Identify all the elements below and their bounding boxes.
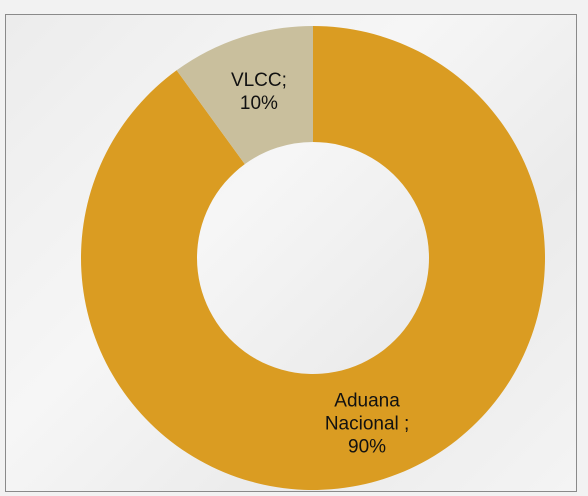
data-label: VLCC; 10% [229, 69, 289, 115]
data-label: Aduana Nacional ; 90% [321, 390, 413, 459]
page: (() => { const data = JSON.parse(documen… [0, 0, 588, 496]
chart [0, 0, 588, 496]
